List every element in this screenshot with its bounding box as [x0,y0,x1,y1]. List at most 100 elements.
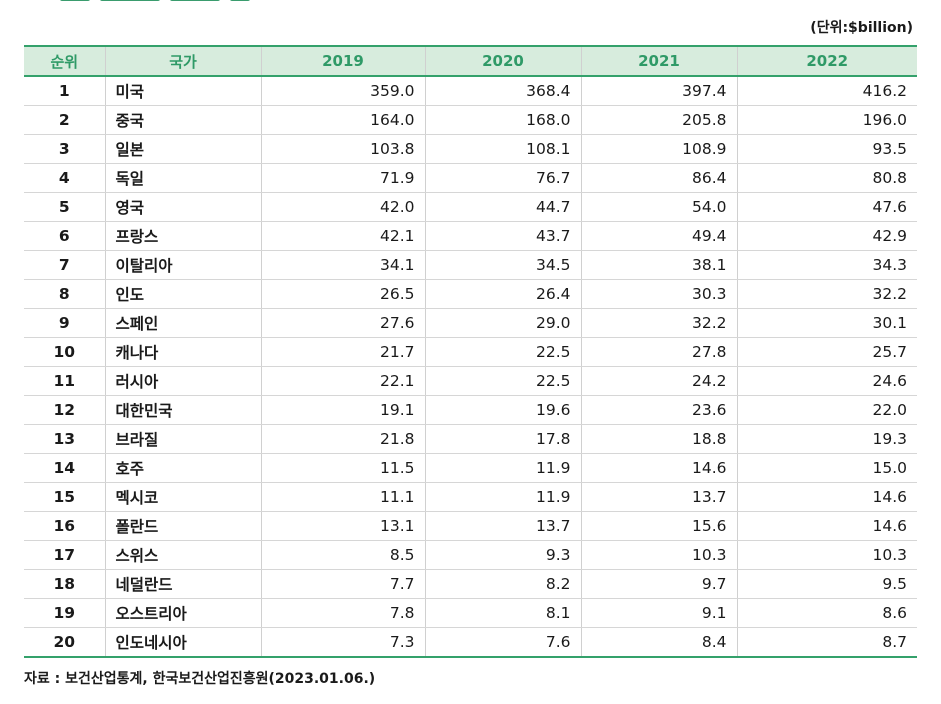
value-2021-cell: 10.3 [580,540,737,570]
table-row: 19 오스트리아 7.8 8.1 9.1 8.6 [24,598,917,628]
value-2020-cell: 19.6 [424,395,581,425]
country-cell: 이탈리아 [104,250,261,280]
table-row: 12 대한민국 19.1 19.6 23.6 22.0 [24,395,917,425]
value-2020-cell: 11.9 [424,482,581,512]
rank-cell: 4 [24,163,105,193]
value-2019-cell: 42.0 [260,192,425,222]
value-2019-cell: 42.1 [260,221,425,251]
value-2021-cell: 23.6 [580,395,737,425]
value-2019-cell: 34.1 [260,250,425,280]
value-2022-cell: 416.2 [736,76,917,106]
value-2021-cell: 49.4 [580,221,737,251]
table-row: 10 캐나다 21.7 22.5 27.8 25.7 [24,337,917,367]
unit-label: (단위:$billion) [810,20,913,36]
country-cell: 멕시코 [104,482,261,512]
header-2022: 2022 [736,45,917,77]
value-2022-cell: 42.9 [736,221,917,251]
value-2020-cell: 168.0 [424,105,581,135]
rank-cell: 14 [24,453,105,483]
table-row: 17 스위스 8.5 9.3 10.3 10.3 [24,540,917,570]
value-2022-cell: 34.3 [736,250,917,280]
header-rank: 순위 [24,45,105,77]
rank-cell: 5 [24,192,105,222]
table-row: 4 독일 71.9 76.7 86.4 80.8 [24,163,917,193]
value-2019-cell: 7.8 [260,598,425,628]
value-2019-cell: 359.0 [260,76,425,106]
value-2019-cell: 71.9 [260,163,425,193]
header-2019: 2019 [260,45,425,77]
table-row: 3 일본 103.8 108.1 108.9 93.5 [24,134,917,164]
value-2021-cell: 54.0 [580,192,737,222]
rank-cell: 3 [24,134,105,164]
value-2020-cell: 368.4 [424,76,581,106]
value-2020-cell: 8.2 [424,569,581,599]
table-row: 5 영국 42.0 44.7 54.0 47.6 [24,192,917,222]
value-2021-cell: 108.9 [580,134,737,164]
value-2019-cell: 164.0 [260,105,425,135]
value-2020-cell: 76.7 [424,163,581,193]
value-2019-cell: 7.7 [260,569,425,599]
value-2021-cell: 18.8 [580,424,737,454]
table-row: 20 인도네시아 7.3 7.6 8.4 8.7 [24,627,917,658]
value-2022-cell: 25.7 [736,337,917,367]
country-cell: 스위스 [104,540,261,570]
country-cell: 프랑스 [104,221,261,251]
source-note: 자료 : 보건산업통계, 한국보건산업진흥원(2023.01.06.) [24,671,376,687]
value-2020-cell: 13.7 [424,511,581,541]
table-row: 1 미국 359.0 368.4 397.4 416.2 [24,76,917,106]
value-2021-cell: 30.3 [580,279,737,309]
country-cell: 중국 [104,105,261,135]
value-2021-cell: 9.7 [580,569,737,599]
header-2020: 2020 [424,45,581,77]
value-2022-cell: 24.6 [736,366,917,396]
value-2022-cell: 80.8 [736,163,917,193]
rank-cell: 20 [24,627,105,658]
value-2022-cell: 32.2 [736,279,917,309]
value-2020-cell: 43.7 [424,221,581,251]
value-2022-cell: 22.0 [736,395,917,425]
value-2022-cell: 19.3 [736,424,917,454]
country-cell: 캐나다 [104,337,261,367]
country-cell: 대한민국 [104,395,261,425]
value-2022-cell: 196.0 [736,105,917,135]
country-cell: 폴란드 [104,511,261,541]
table-row: 6 프랑스 42.1 43.7 49.4 42.9 [24,221,917,251]
rank-cell: 9 [24,308,105,338]
value-2020-cell: 17.8 [424,424,581,454]
value-2020-cell: 22.5 [424,337,581,367]
rank-cell: 15 [24,482,105,512]
value-2021-cell: 8.4 [580,627,737,658]
table-row: 7 이탈리아 34.1 34.5 38.1 34.3 [24,250,917,280]
country-cell: 인도 [104,279,261,309]
table-row: 18 네덜란드 7.7 8.2 9.7 9.5 [24,569,917,599]
rank-cell: 7 [24,250,105,280]
value-2019-cell: 27.6 [260,308,425,338]
rank-cell: 18 [24,569,105,599]
table-row: 14 호주 11.5 11.9 14.6 15.0 [24,453,917,483]
rank-cell: 6 [24,221,105,251]
country-cell: 스페인 [104,308,261,338]
table-row: 15 멕시코 11.1 11.9 13.7 14.6 [24,482,917,512]
country-cell: 호주 [104,453,261,483]
value-2020-cell: 26.4 [424,279,581,309]
header-country: 국가 [104,45,261,77]
rank-cell: 19 [24,598,105,628]
country-cell: 영국 [104,192,261,222]
value-2022-cell: 14.6 [736,511,917,541]
value-2021-cell: 397.4 [580,76,737,106]
value-2022-cell: 30.1 [736,308,917,338]
value-2020-cell: 8.1 [424,598,581,628]
value-2020-cell: 22.5 [424,366,581,396]
country-cell: 독일 [104,163,261,193]
table-row: 11 러시아 22.1 22.5 24.2 24.6 [24,366,917,396]
country-cell: 오스트리아 [104,598,261,628]
value-2021-cell: 15.6 [580,511,737,541]
value-2019-cell: 19.1 [260,395,425,425]
value-2019-cell: 26.5 [260,279,425,309]
value-2019-cell: 103.8 [260,134,425,164]
value-2022-cell: 10.3 [736,540,917,570]
header-2021: 2021 [580,45,737,77]
rank-cell: 10 [24,337,105,367]
value-2019-cell: 21.7 [260,337,425,367]
value-2020-cell: 108.1 [424,134,581,164]
